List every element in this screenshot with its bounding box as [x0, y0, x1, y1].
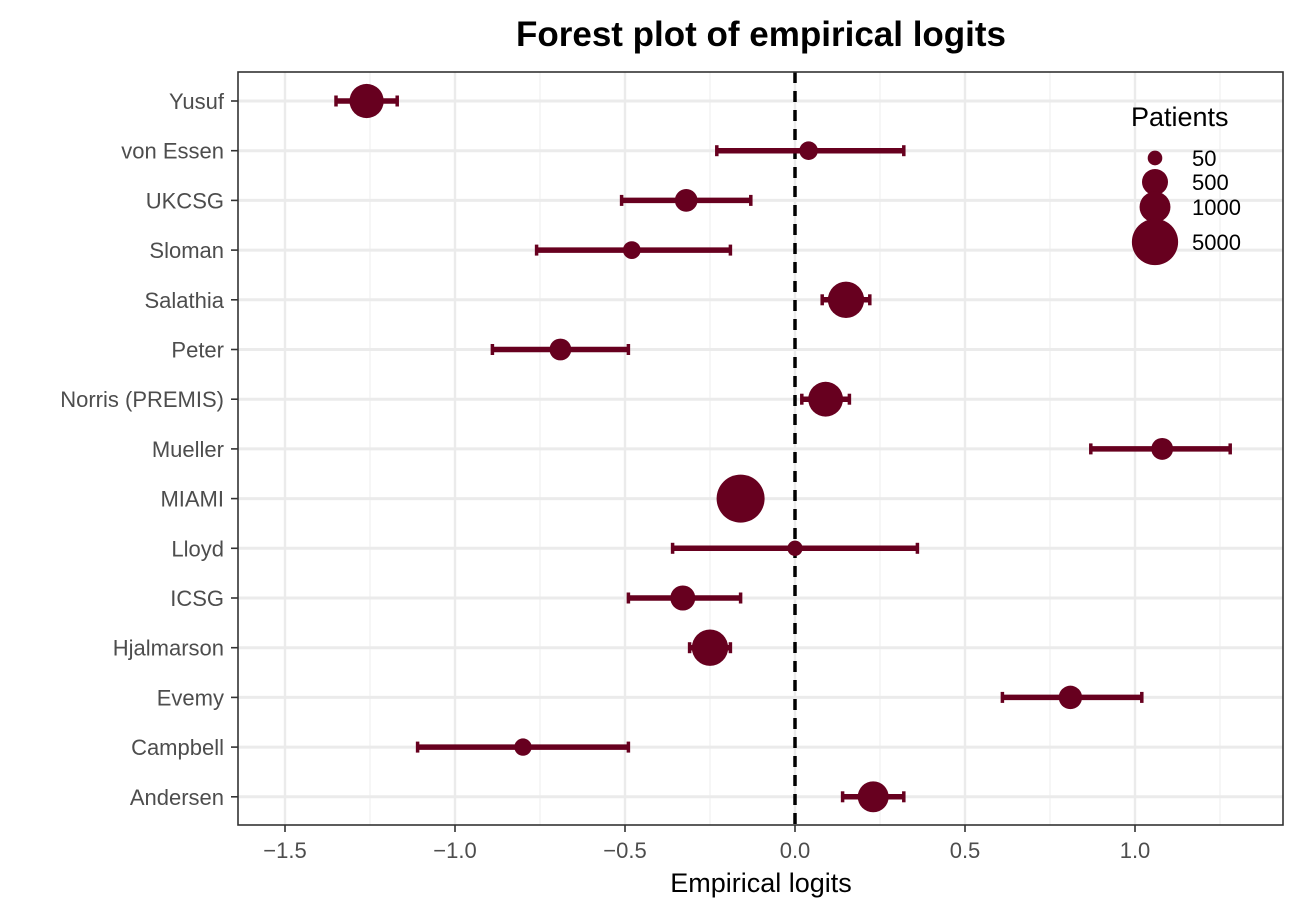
- estimate-point: [828, 282, 864, 318]
- estimate-point: [1059, 686, 1082, 709]
- y-tick-label: Salathia: [144, 288, 224, 313]
- y-tick-label: Lloyd: [171, 536, 224, 561]
- y-tick-label: ICSG: [170, 586, 224, 611]
- x-axis: −1.5 −1.0 −0.5 0.0 0.5 1.0: [263, 825, 1150, 863]
- y-tick-label: Andersen: [130, 785, 224, 810]
- y-tick-label: Sloman: [149, 238, 224, 263]
- legend-label: 50: [1192, 146, 1216, 171]
- x-tick-label: −1.0: [433, 838, 476, 863]
- estimate-point: [514, 738, 531, 755]
- legend-key: [1148, 151, 1163, 166]
- estimate-point: [799, 141, 818, 160]
- y-tick-label: Campbell: [131, 735, 224, 760]
- legend-key: [1142, 169, 1168, 195]
- y-tick-label: Mueller: [152, 437, 224, 462]
- legend-label: 500: [1192, 170, 1229, 195]
- x-tick-label: −1.5: [263, 838, 306, 863]
- y-tick-label: von Essen: [121, 139, 224, 164]
- legend-label: 5000: [1192, 230, 1241, 255]
- y-tick-label: Peter: [171, 338, 224, 363]
- chart-title: Forest plot of empirical logits: [516, 15, 1006, 54]
- y-axis: Yusuf von Essen UKCSG Sloman Salathia Peter No…: [60, 89, 238, 810]
- legend-title: Patients: [1131, 102, 1229, 132]
- estimate-point: [808, 382, 843, 417]
- x-tick-label: 0.5: [950, 838, 981, 863]
- estimate-point: [623, 241, 641, 259]
- legend-key: [1132, 219, 1178, 265]
- estimate-point: [717, 475, 765, 523]
- x-tick-label: 1.0: [1120, 838, 1151, 863]
- y-tick-label: Evemy: [157, 685, 224, 710]
- x-tick-label: 0.0: [780, 838, 811, 863]
- y-tick-label: Norris (PREMIS): [60, 387, 224, 412]
- estimate-point: [1151, 438, 1173, 460]
- legend-key: [1140, 192, 1171, 223]
- estimate-point: [670, 585, 695, 610]
- estimate-point: [675, 189, 698, 212]
- y-tick-label: Hjalmarson: [113, 636, 224, 661]
- y-tick-label: UKCSG: [146, 188, 224, 213]
- estimate-point: [787, 541, 802, 556]
- legend-label: 1000: [1192, 195, 1241, 220]
- x-tick-label: −0.5: [603, 838, 646, 863]
- estimate-point: [858, 781, 889, 812]
- y-tick-label: Yusuf: [169, 89, 225, 114]
- estimate-point: [549, 339, 571, 361]
- estimate-point: [692, 630, 728, 666]
- study-row: [717, 475, 765, 523]
- estimate-point: [349, 84, 383, 118]
- x-axis-title: Empirical logits: [670, 868, 852, 898]
- y-tick-label: MIAMI: [160, 487, 224, 512]
